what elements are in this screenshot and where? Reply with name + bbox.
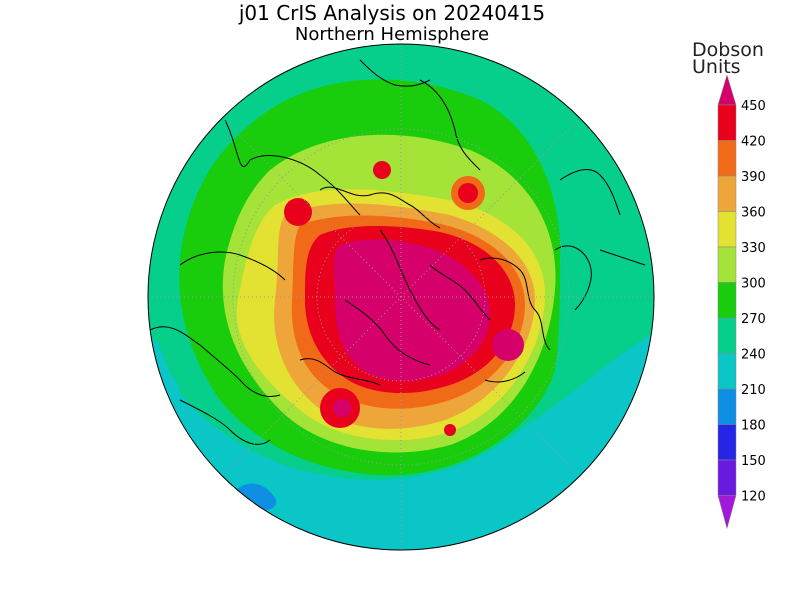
chart-title: j01 CrIS Analysis on 20240415	[238, 1, 546, 25]
colorbar-tick-label: 360	[741, 206, 766, 221]
local-max-ring	[284, 198, 312, 226]
colorbar-bin	[717, 211, 737, 248]
ozone-map	[148, 44, 654, 550]
colorbar-unit-label-2: Units	[692, 56, 741, 78]
colorbar-bin	[717, 282, 737, 319]
colorbar-unit-label: Dobson	[692, 39, 764, 61]
coastlines	[149, 59, 646, 445]
colorbar-bin	[717, 459, 737, 496]
colorbar-bins	[717, 74, 737, 530]
colorbar-tick-label: 330	[741, 241, 766, 256]
local-max	[458, 183, 478, 203]
colorbar-tick-label: 210	[741, 383, 766, 398]
colorbar-tick-label: 270	[741, 312, 766, 327]
local-max-ring	[373, 161, 391, 179]
colorbar-tick-label: 180	[741, 419, 766, 434]
local-max	[333, 399, 351, 417]
colorbar-tick-label: 150	[741, 454, 766, 469]
region-450-plus	[333, 239, 491, 382]
colorbar-bin	[717, 140, 737, 177]
colorbar: 450 420 390 360 330 300 270 240 210 180 150 120	[717, 74, 766, 530]
map-border	[147, 43, 655, 551]
colorbar-bin	[717, 353, 737, 390]
colorbar-tick-label: 390	[741, 170, 766, 185]
colorbar-tick-label: 240	[741, 348, 766, 363]
local-max-ring	[444, 424, 456, 436]
colorbar-tick-label: 120	[741, 490, 766, 505]
colorbar-tick-label: 450	[741, 99, 766, 114]
colorbar-bin	[717, 388, 737, 425]
colorbar-bin	[717, 317, 737, 354]
local-max	[472, 258, 496, 282]
colorbar-bin	[717, 495, 737, 530]
colorbar-bin	[717, 74, 737, 106]
colorbar-bin	[717, 104, 737, 141]
colorbar-tick-label: 420	[741, 135, 766, 150]
colorbar-bin	[717, 175, 737, 212]
region-180-210	[236, 483, 277, 511]
colorbar-tick-label: 300	[741, 277, 766, 292]
graticule	[148, 44, 654, 550]
colorbar-bin	[717, 246, 737, 283]
colorbar-bin	[717, 424, 737, 461]
colorbar-ticks: 450 420 390 360 330 300 270 240 210 180 150 120	[741, 99, 766, 505]
chart-subtitle: Northern Hemisphere	[294, 24, 490, 45]
local-max-ring	[492, 329, 524, 361]
